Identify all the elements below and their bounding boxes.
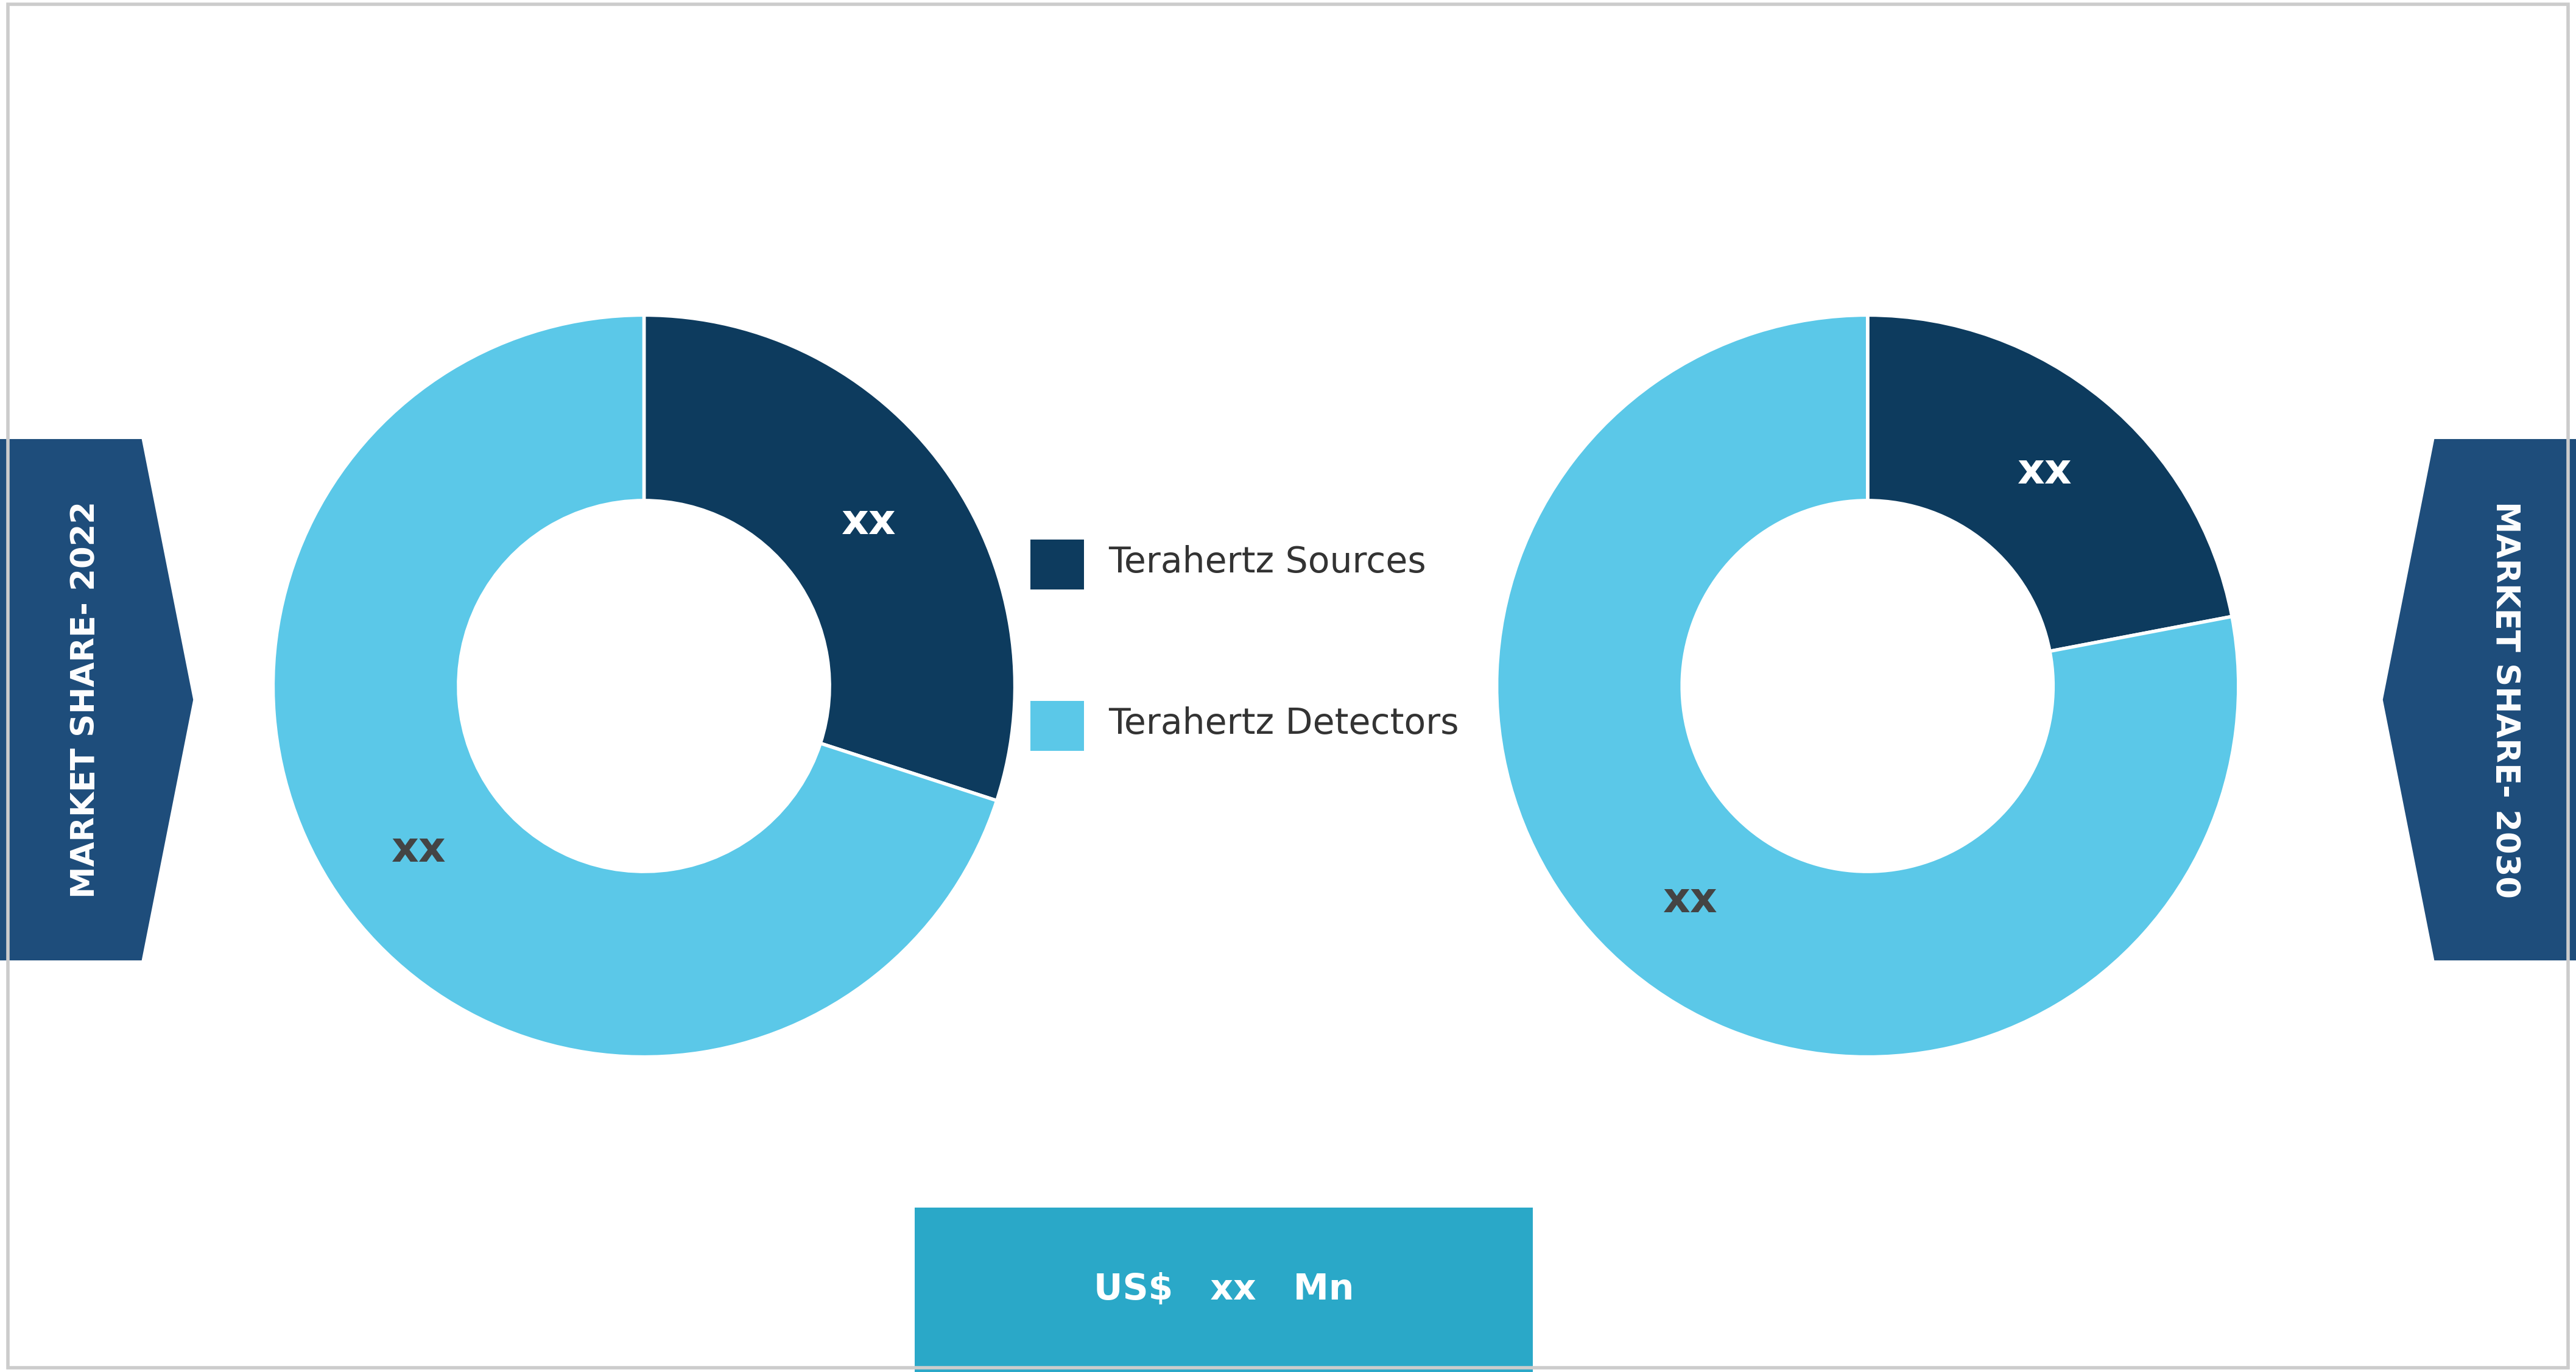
Bar [113,1280,134,1351]
Text: CAGR (2023–2030): CAGR (2023–2030) [1649,1262,1955,1294]
Wedge shape [644,316,1015,801]
Wedge shape [1497,316,2239,1056]
Text: xx: xx [2017,451,2071,493]
Text: Terahertz Detectors: Terahertz Detectors [296,1305,696,1340]
FancyBboxPatch shape [1030,701,1084,750]
Text: MARKET SHARE- 2030: MARKET SHARE- 2030 [2488,501,2522,899]
Text: MARKET BY COMPONENT: MARKET BY COMPONENT [270,56,1218,122]
Text: xx: xx [392,829,446,870]
Text: MARKET SHARE- 2022: MARKET SHARE- 2022 [70,501,100,899]
Text: XX%: XX% [2228,1273,2357,1323]
Bar [88,1302,108,1351]
Text: Terahertz Detectors: Terahertz Detectors [1108,707,1458,741]
Text: Terahertz Sources: Terahertz Sources [1108,545,1427,580]
Text: US$   xx   Mn: US$ xx Mn [1092,1272,1355,1308]
Bar [62,1318,82,1351]
Polygon shape [2383,439,2576,960]
Wedge shape [273,316,997,1056]
Wedge shape [1868,316,2231,652]
FancyBboxPatch shape [1030,539,1084,590]
Text: xx: xx [842,502,896,543]
FancyBboxPatch shape [914,1207,1533,1372]
Bar [139,1254,160,1351]
Text: Incremental Growth –: Incremental Growth – [296,1251,726,1286]
Polygon shape [0,439,193,960]
Text: xx: xx [1664,879,1718,921]
